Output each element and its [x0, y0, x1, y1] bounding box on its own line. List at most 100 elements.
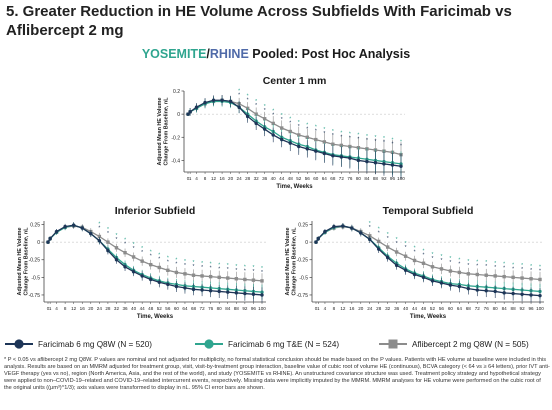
data-point-faricimab-q8w	[228, 99, 233, 104]
data-point-faricimab-q8w	[466, 286, 471, 291]
x-tick-label: 4	[324, 306, 327, 311]
y-tick-label: 0.2	[173, 89, 180, 95]
significance-marker: *	[255, 99, 257, 105]
x-tick-label: 28	[245, 176, 251, 181]
data-point-faricimab-q8w	[484, 289, 488, 293]
significance-marker: *	[227, 267, 229, 273]
significance-marker: *	[503, 262, 505, 268]
x-tick-label: 36	[394, 306, 400, 311]
data-point-faricimab-q8w	[350, 226, 354, 230]
x-tick-label: 48	[148, 306, 154, 311]
data-point-faricimab-q8w	[529, 293, 533, 297]
data-point-faricimab-q8w	[502, 291, 506, 295]
data-point-aflibercept	[529, 277, 533, 281]
data-point-faricimab-q8w	[280, 137, 284, 142]
x-tick-label: 60	[313, 176, 319, 181]
x-tick-label: 64	[322, 176, 328, 181]
x-tick-label: 88	[511, 306, 517, 311]
significance-marker: *	[298, 124, 300, 130]
data-point-faricimab-q8w	[89, 231, 93, 236]
data-point-faricimab-q8w	[106, 248, 110, 253]
footnote: * P < 0.05 vs aflibercept 2 mg Q8W. P va…	[4, 357, 550, 391]
significance-marker: *	[193, 264, 195, 270]
significance-marker: *	[423, 252, 425, 258]
significance-marker: *	[539, 264, 541, 270]
significance-marker: *	[124, 242, 126, 248]
data-point-faricimab-q8w	[359, 231, 363, 235]
x-tick-label: 16	[80, 306, 86, 311]
significance-marker: *	[158, 252, 160, 258]
significance-marker: *	[440, 258, 442, 264]
significance-marker: *	[244, 264, 246, 270]
data-point-faricimab-q8w	[186, 112, 190, 116]
data-point-aflibercept	[208, 274, 213, 279]
significance-marker: *	[396, 237, 398, 243]
x-tick-label: 44	[140, 306, 146, 311]
data-point-aflibercept	[191, 273, 196, 277]
data-point-aflibercept	[200, 274, 204, 278]
data-point-faricimab-q8w	[54, 229, 59, 234]
data-point-faricimab-q8w	[166, 282, 170, 287]
significance-marker: *	[340, 130, 342, 136]
data-point-faricimab-q8w	[254, 121, 258, 126]
series-line-aflibercept	[315, 225, 541, 281]
significance-marker: *	[289, 117, 291, 123]
significance-marker: *	[218, 266, 220, 272]
significance-marker: *	[476, 260, 478, 266]
significance-marker: *	[261, 266, 263, 272]
data-point-aflibercept	[484, 273, 488, 277]
data-point-faricimab-q8w	[63, 224, 67, 229]
rhine-label: RHINE	[209, 47, 249, 61]
y-tick-label: -0.75	[297, 293, 309, 299]
x-tick-label: 0	[187, 176, 190, 181]
data-point-aflibercept	[114, 246, 119, 250]
charts-canvas: Center 1 mm0.20-0.2-0.40 1 4 8 12 16 20 24 28 32 3…	[17, 75, 544, 320]
significance-marker: *	[387, 232, 389, 238]
data-point-faricimab-q8w	[475, 288, 479, 292]
data-point-aflibercept	[502, 274, 506, 279]
data-point-faricimab-q8w	[323, 229, 327, 234]
x-tick-label: 80	[217, 306, 223, 311]
significance-marker: *	[369, 225, 371, 231]
significance-marker: *	[306, 122, 308, 128]
data-point-faricimab-q8w	[457, 284, 462, 289]
x-tick-label: 1	[189, 176, 192, 181]
x-tick-label: 80	[356, 176, 362, 181]
x-tick-label: 52	[296, 176, 302, 181]
significance-marker: *	[238, 93, 240, 99]
series-line-aflibercept	[187, 99, 402, 156]
significance-marker: *	[210, 266, 212, 272]
data-point-aflibercept	[140, 259, 144, 263]
data-point-aflibercept	[106, 240, 110, 244]
x-tick-label: 68	[330, 176, 336, 181]
significance-marker: *	[349, 132, 351, 138]
data-point-faricimab-q8w	[203, 100, 207, 105]
data-point-aflibercept	[174, 270, 179, 275]
data-point-faricimab-q8w	[97, 239, 102, 243]
significance-marker: *	[449, 256, 451, 262]
significance-marker: *	[366, 138, 368, 144]
analysis-subtitle: YOSEMITE/RHINE Pooled: Post Hoc Analysis	[0, 47, 552, 61]
data-point-faricimab-q8w	[385, 255, 390, 260]
significance-marker: *	[264, 108, 266, 114]
significance-marker: *	[400, 144, 402, 150]
x-tick-label: 28	[105, 306, 111, 311]
significance-marker: *	[349, 136, 351, 142]
legend-marker-faricimab-q8w	[5, 339, 33, 349]
data-point-faricimab-q8w	[46, 240, 50, 244]
significance-marker: *	[133, 242, 135, 248]
data-point-aflibercept	[226, 276, 230, 280]
data-point-faricimab-q8w	[314, 240, 318, 244]
x-tick-label: 20	[358, 306, 364, 311]
x-tick-label: 68	[191, 306, 197, 311]
x-tick-label: 60	[448, 306, 454, 311]
data-point-aflibercept	[271, 121, 275, 126]
significance-marker: *	[193, 260, 195, 266]
data-point-faricimab-q8w	[123, 265, 127, 269]
significance-marker: *	[378, 226, 380, 232]
significance-marker: *	[369, 221, 371, 227]
x-tick-label: 12	[340, 306, 346, 311]
significance-marker: *	[521, 263, 523, 269]
x-tick-label: 12	[71, 306, 77, 311]
x-tick-label: 72	[339, 176, 345, 181]
